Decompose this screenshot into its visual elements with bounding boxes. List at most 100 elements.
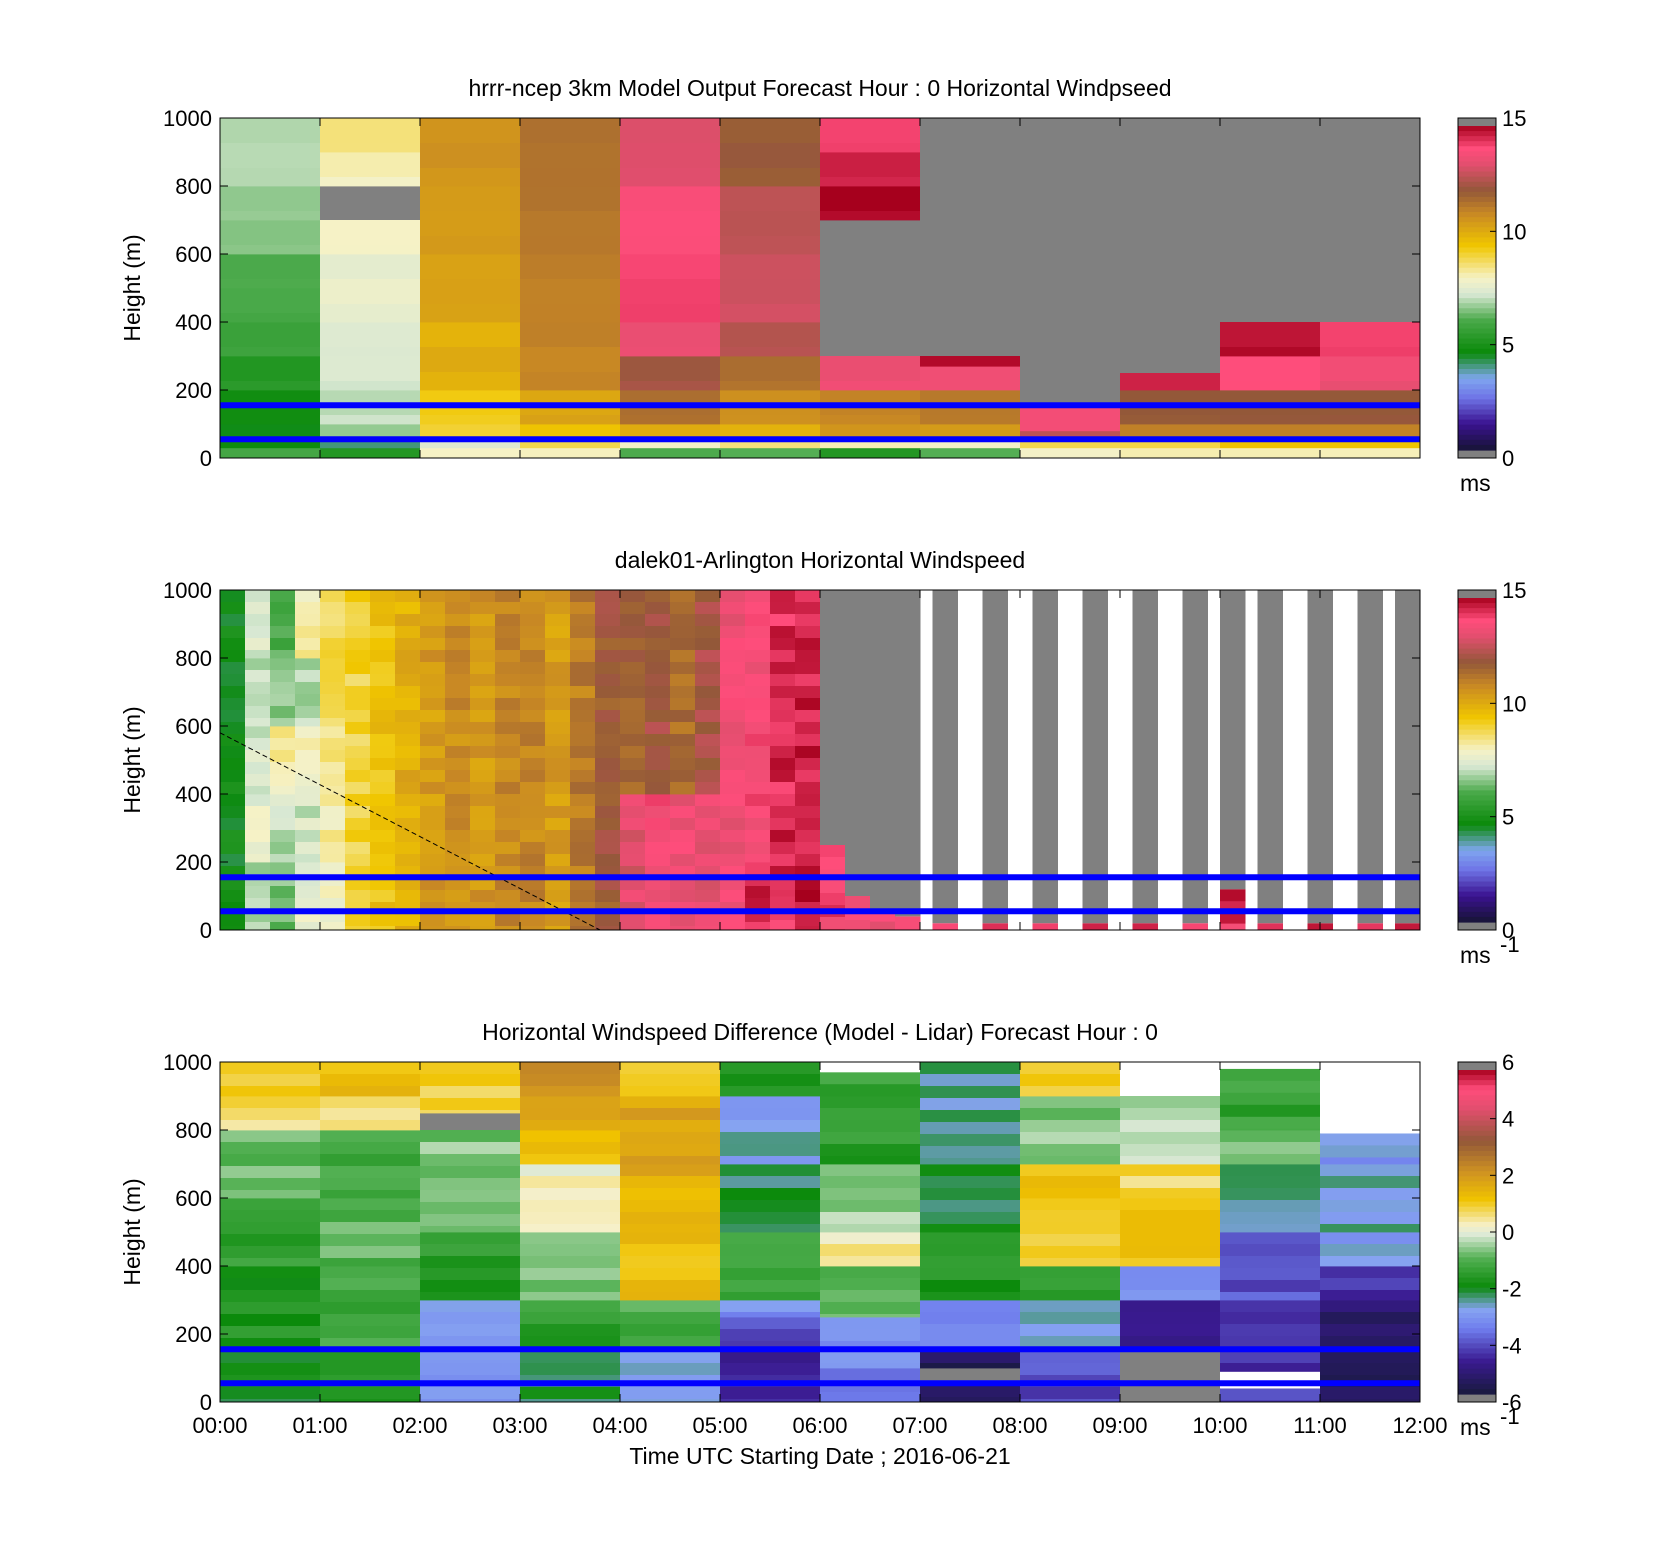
heatmap-cell	[220, 926, 246, 931]
heatmap-cell	[920, 1122, 1021, 1135]
heatmap-cell	[720, 782, 746, 795]
heatmap-cell	[220, 854, 246, 867]
heatmap-cell	[370, 698, 396, 711]
heatmap-cell	[1320, 1387, 1421, 1400]
heatmap-cell	[595, 794, 621, 807]
heatmap-cell	[645, 626, 671, 639]
heatmap-cell	[445, 602, 471, 615]
heatmap-cell	[495, 674, 521, 687]
heatmap-cell	[320, 347, 421, 357]
heatmap-cell	[445, 686, 471, 699]
heatmap-cell	[570, 602, 596, 615]
heatmap-cell	[845, 920, 871, 931]
heatmap-cell	[420, 602, 446, 615]
heatmap-cell	[720, 650, 746, 663]
heatmap-cell	[370, 926, 396, 931]
heatmap-cell	[520, 602, 546, 615]
heatmap-cell	[445, 614, 471, 627]
heatmap-cell	[1020, 1399, 1121, 1403]
colorbar-swatch	[1458, 369, 1496, 375]
heatmap-cell	[770, 854, 796, 867]
heatmap-cell	[320, 614, 346, 627]
heatmap-cells	[220, 590, 1421, 931]
heatmap-cell	[770, 818, 796, 831]
heatmap-cell	[220, 279, 321, 289]
heatmap-cell	[370, 626, 396, 639]
heatmap-cell	[245, 706, 271, 719]
heatmap-cell	[245, 750, 271, 763]
heatmap-cell	[495, 590, 521, 603]
heatmap-cell	[720, 1312, 821, 1318]
colorbar-swatch	[1458, 217, 1496, 223]
heatmap-cell	[320, 898, 346, 911]
heatmap-cell	[320, 1314, 421, 1327]
heatmap-cell	[595, 770, 621, 783]
heatmap-cell	[770, 746, 796, 759]
heatmap-cell	[695, 842, 721, 855]
heatmap-cell	[720, 1244, 821, 1257]
heatmap-cell	[445, 914, 471, 927]
heatmap-cell	[470, 782, 496, 795]
heatmap-cell	[445, 590, 471, 603]
colorbar-tick-label: 10	[1502, 219, 1526, 244]
heatmap-cell	[470, 818, 496, 831]
heatmap-cell	[1320, 1324, 1421, 1337]
colorbar-swatch	[1458, 1135, 1496, 1142]
heatmap-cell	[420, 1074, 521, 1087]
heatmap-cell	[295, 862, 321, 875]
heatmap-cell	[720, 1086, 821, 1097]
heatmap-cell	[1220, 118, 1321, 322]
heatmap-cell	[1120, 1062, 1221, 1096]
colorbar-swatch	[1458, 136, 1496, 142]
heatmap-cell	[720, 686, 746, 699]
heatmap-cell	[620, 602, 646, 615]
heatmap-cell	[570, 746, 596, 759]
colorbar-swatch	[1458, 186, 1496, 193]
heatmap-cell	[420, 1178, 521, 1191]
colorbar-swatch	[1458, 901, 1496, 908]
heatmap-cell	[495, 758, 521, 771]
heatmap-cell	[795, 638, 821, 651]
heatmap-cell	[320, 830, 346, 843]
colorbar-swatch	[1458, 689, 1496, 695]
colorbar-swatch	[1458, 911, 1496, 918]
heatmap-cell	[820, 143, 921, 153]
colorbar-swatch	[1458, 429, 1496, 436]
heatmap-cell	[520, 415, 621, 425]
heatmap-cell	[1120, 1120, 1221, 1133]
y-tick-label: 1000	[163, 1050, 212, 1075]
heatmap-cell	[920, 1268, 1021, 1281]
heatmap-cell	[245, 922, 271, 931]
heatmap-cell	[795, 890, 821, 903]
heatmap-cell	[820, 857, 846, 870]
panel-title: hrrr-ncep 3km Model Output Forecast Hour…	[468, 75, 1171, 101]
heatmap-cell	[720, 322, 821, 348]
heatmap-cell	[220, 818, 246, 831]
colorbar-swatch	[1458, 191, 1496, 198]
heatmap-cell	[695, 614, 721, 627]
heatmap-cell	[720, 118, 821, 144]
colorbar-tick-label: 4	[1502, 1107, 1514, 1132]
heatmap-cell	[295, 626, 321, 639]
heatmap-cell	[1320, 381, 1421, 391]
heatmap-cell	[420, 626, 446, 639]
heatmap-cell	[545, 710, 571, 723]
heatmap-cell	[795, 710, 821, 723]
heatmap-cell	[520, 662, 546, 675]
y-tick-label: 800	[175, 1118, 212, 1143]
heatmap-cell	[670, 638, 696, 651]
heatmap-cell	[545, 662, 571, 675]
heatmap-cell	[420, 842, 446, 855]
heatmap-cell	[695, 794, 721, 807]
heatmap-cell	[295, 706, 321, 719]
heatmap-cell	[820, 186, 921, 212]
colorbar-swatch	[1458, 775, 1496, 781]
colorbar-swatch	[1458, 434, 1496, 441]
heatmap-cell	[595, 662, 621, 675]
heatmap-cell	[295, 922, 321, 931]
heatmap-cell	[520, 1363, 621, 1376]
heatmap-cell	[920, 1146, 1021, 1159]
heatmap-cell	[820, 1302, 921, 1315]
heatmap-cell	[320, 1234, 421, 1247]
colorbar-swatch	[1458, 754, 1496, 761]
